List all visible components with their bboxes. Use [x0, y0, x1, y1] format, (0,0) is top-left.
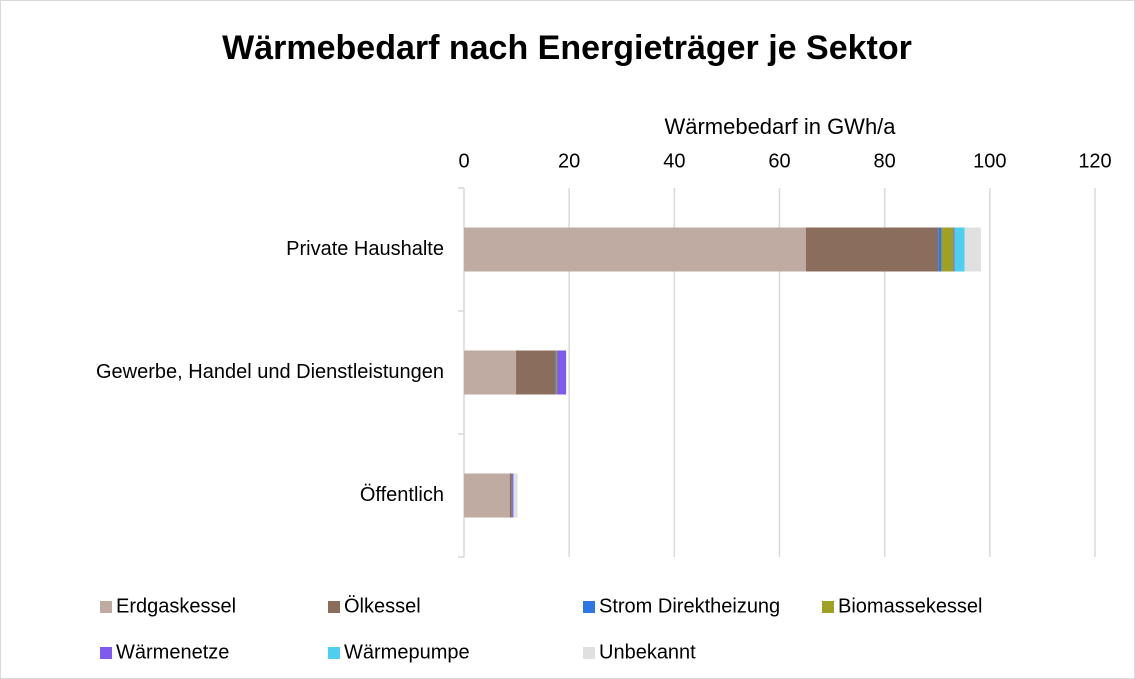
x-tick-label: 120	[1078, 150, 1111, 172]
bar-segment	[954, 227, 965, 272]
x-axis-label: Wärmebedarf in GWh/a	[664, 114, 896, 139]
bar-segment	[566, 350, 567, 395]
x-tick-label: 80	[874, 150, 896, 172]
legend-swatch	[822, 601, 834, 613]
legend-label: Strom Direktheizung	[599, 595, 780, 617]
bar-segment	[941, 227, 954, 272]
y-tick-label: Öffentlich	[360, 484, 444, 506]
bar-segment	[512, 473, 514, 518]
legend-swatch	[100, 647, 112, 659]
y-tick-label: Private Haushalte	[286, 238, 444, 260]
bar-segment	[938, 227, 942, 272]
bar-segment	[557, 350, 567, 395]
bar-segment	[805, 227, 939, 272]
legend-swatch	[583, 647, 595, 659]
bar-segment	[964, 227, 981, 272]
legend-label: Unbekannt	[599, 641, 696, 663]
bar-segment	[516, 350, 555, 395]
bar-segment	[953, 227, 955, 272]
bar-segment	[513, 473, 518, 518]
bar-segment	[509, 473, 512, 518]
bar-segment	[511, 473, 513, 518]
x-tick-label: 20	[558, 150, 580, 172]
legend-label: Wärmenetze	[116, 641, 229, 663]
legend-label: Wärmepumpe	[344, 641, 470, 663]
x-tick-label: 60	[768, 150, 790, 172]
bar-segment	[555, 350, 558, 395]
y-tick-label: Gewerbe, Handel und Dienstleistungen	[96, 361, 444, 383]
bar-segment	[464, 350, 517, 395]
bar-segment	[464, 227, 806, 272]
legend-label: Erdgaskessel	[116, 595, 236, 617]
legend-label: Ölkessel	[344, 595, 421, 617]
legend-swatch	[328, 601, 340, 613]
x-tick-label: 40	[663, 150, 685, 172]
legend-swatch	[583, 601, 595, 613]
legend-swatch	[328, 647, 340, 659]
legend-label: Biomassekessel	[838, 595, 983, 617]
chart-title: Wärmebedarf nach Energieträger je Sektor	[222, 29, 912, 67]
x-tick-label: 100	[973, 150, 1006, 172]
x-tick-label: 0	[458, 150, 469, 172]
bar-segment	[554, 350, 556, 395]
bar-segment	[464, 473, 510, 518]
legend-swatch	[100, 601, 112, 613]
